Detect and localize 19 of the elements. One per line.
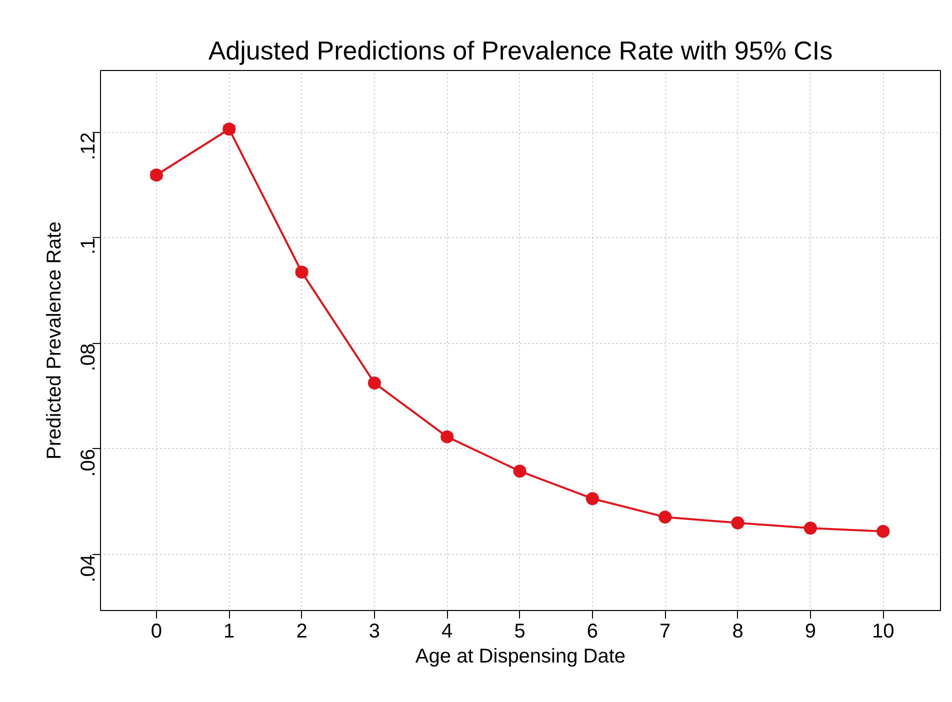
x-tick-label: 1 <box>224 620 235 642</box>
y-tick-label: .06 <box>78 448 100 477</box>
y-tick-label: .04 <box>78 554 100 582</box>
x-tick-label: 0 <box>150 620 162 642</box>
x-tick-label: 7 <box>660 620 671 642</box>
x-tick-label: 9 <box>804 620 816 642</box>
chart-title: Adjusted Predictions of Prevalence Rate with 95% CIs <box>208 36 833 66</box>
x-tick-label: 4 <box>442 620 453 642</box>
x-tick-label: 10 <box>872 620 894 642</box>
x-axis-title: Age at Dispensing Date <box>415 646 626 668</box>
y-tick-label: .12 <box>78 132 100 160</box>
x-tick-label: 6 <box>586 620 598 642</box>
y-tick-label: .08 <box>78 343 100 372</box>
x-tick-label: 8 <box>732 620 744 642</box>
y-axis-title: Predicted Prevalence Rate <box>44 222 66 460</box>
y-tick-label: .1 <box>78 238 100 255</box>
x-tick-label: 2 <box>296 620 308 642</box>
x-tick-label: 5 <box>514 620 526 642</box>
x-tick-label: 3 <box>368 620 380 642</box>
